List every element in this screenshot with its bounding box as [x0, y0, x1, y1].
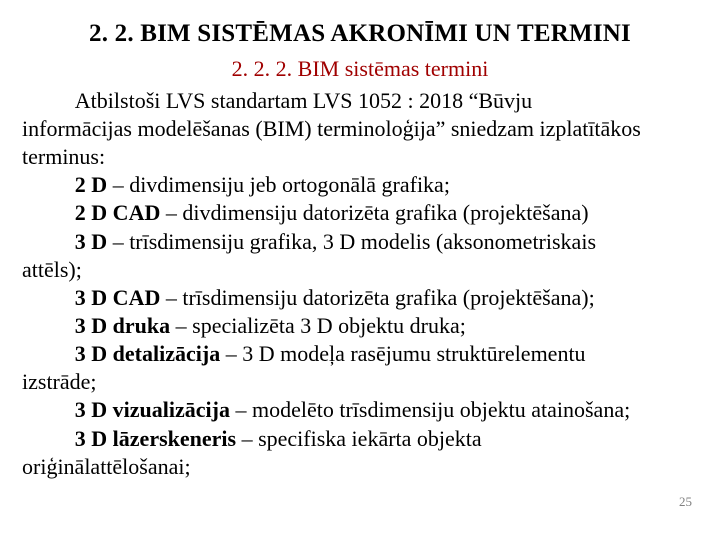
def-3d-lazerskeneris-rest-a: – specifiska iekārta objekta	[236, 426, 482, 451]
def-3d-rest-b: attēls);	[22, 256, 698, 284]
def-2d-cad: 2 D CAD – divdimensiju datorizēta grafik…	[22, 199, 698, 227]
def-3d-druka-rest: – specializēta 3 D objektu druka;	[170, 313, 466, 338]
page-number: 25	[679, 494, 692, 510]
def-3d-druka: 3 D druka – specializēta 3 D objektu dru…	[22, 312, 698, 340]
def-2d-rest: – divdimensiju jeb ortogonālā grafika;	[107, 172, 450, 197]
def-3d-lazerskeneris: 3 D lāzerskeneris – specifiska iekārta o…	[22, 425, 698, 453]
def-2d-cad-term: 2 D CAD	[75, 200, 161, 225]
def-3d-lazerskeneris-term: 3 D lāzerskeneris	[75, 426, 236, 451]
def-3d-detalizacija: 3 D detalizācija – 3 D modeļa rasējumu s…	[22, 340, 698, 368]
def-3d-detalizacija-rest-b: izstrāde;	[22, 368, 698, 396]
slide-page: 2. 2. BIM SISTĒMAS AKRONĪMI UN TERMINI 2…	[0, 0, 720, 540]
def-3d-cad-rest: – trīsdimensiju datorizēta grafika (proj…	[160, 285, 594, 310]
def-3d-vizualizacija-rest: – modelēto trīsdimensiju objektu atainoš…	[230, 397, 630, 422]
def-3d-detalizacija-rest-a: – 3 D modeļa rasējumu struktūrelementu	[220, 341, 585, 366]
def-3d-lazerskeneris-rest-b: oriģinālattēlošanai;	[22, 453, 698, 481]
sub-title: 2. 2. 2. BIM sistēmas termini	[22, 55, 698, 83]
def-3d-detalizacija-term: 3 D detalizācija	[75, 341, 220, 366]
def-2d-term: 2 D	[75, 172, 107, 197]
intro-line-1: Atbilstoši LVS standartam LVS 1052 : 201…	[22, 87, 698, 115]
def-2d-cad-rest: – divdimensiju datorizēta grafika (proje…	[160, 200, 588, 225]
def-3d-term: 3 D	[75, 229, 107, 254]
main-title: 2. 2. BIM SISTĒMAS AKRONĪMI UN TERMINI	[22, 18, 698, 49]
intro-line-2: informācijas modelēšanas (BIM) terminolo…	[22, 115, 698, 143]
body-text: Atbilstoši LVS standartam LVS 1052 : 201…	[22, 87, 698, 481]
def-3d-rest-a: – trīsdimensiju grafika, 3 D modelis (ak…	[107, 229, 596, 254]
def-3d: 3 D – trīsdimensiju grafika, 3 D modelis…	[22, 228, 698, 256]
def-3d-cad-term: 3 D CAD	[75, 285, 161, 310]
def-3d-vizualizacija: 3 D vizualizācija – modelēto trīsdimensi…	[22, 396, 698, 424]
def-3d-cad: 3 D CAD – trīsdimensiju datorizēta grafi…	[22, 284, 698, 312]
intro-line-3: terminus:	[22, 143, 698, 171]
def-3d-druka-term: 3 D druka	[75, 313, 170, 338]
def-3d-vizualizacija-term: 3 D vizualizācija	[75, 397, 230, 422]
def-2d: 2 D – divdimensiju jeb ortogonālā grafik…	[22, 171, 698, 199]
